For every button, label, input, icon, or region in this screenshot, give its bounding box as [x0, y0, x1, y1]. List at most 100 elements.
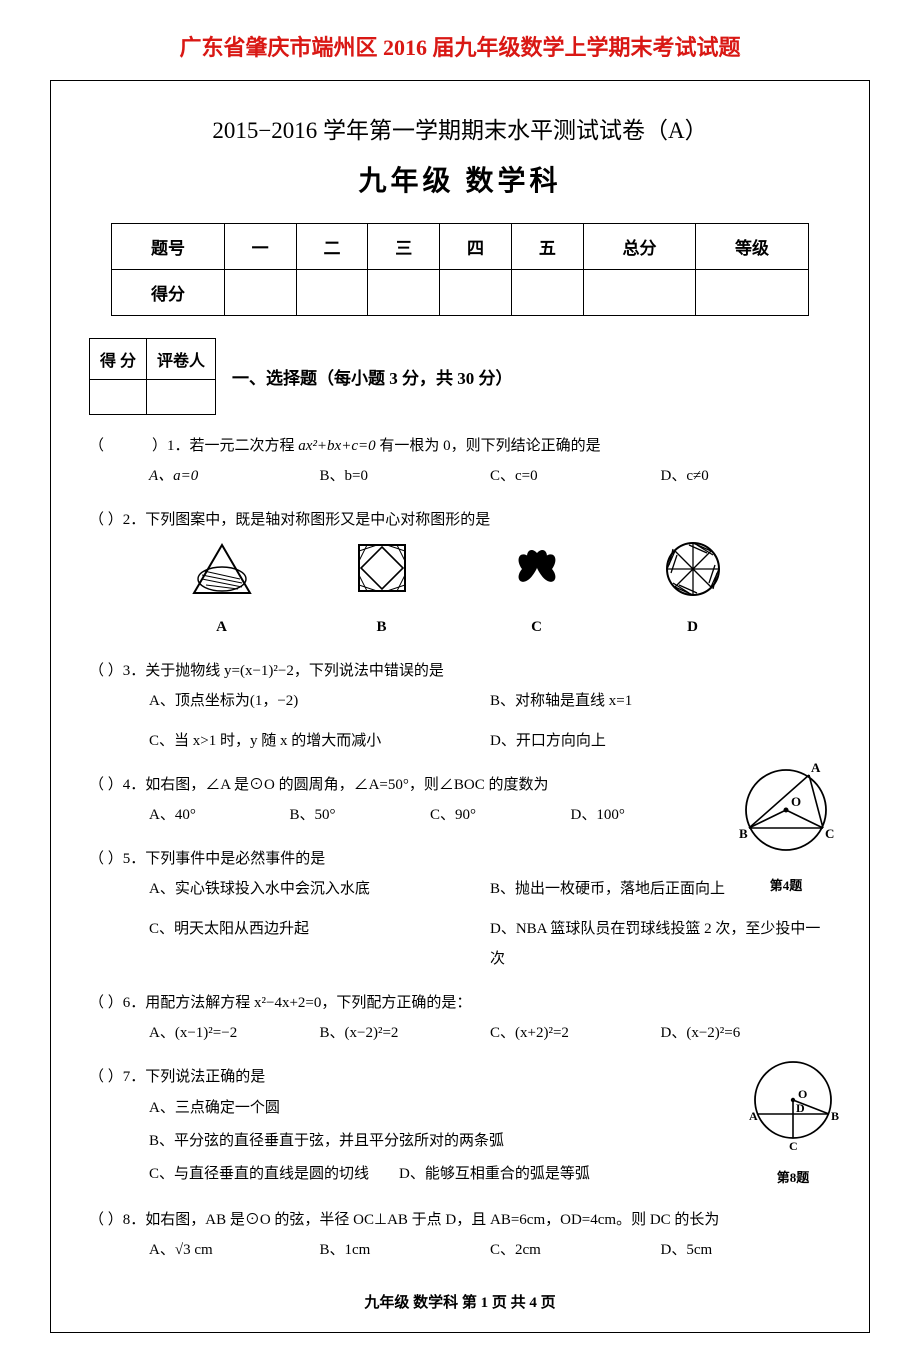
svg-text:C: C: [825, 826, 834, 841]
stem: （ ）5．下列事件中是必然事件的是: [89, 844, 831, 874]
options: A、40° B、50° C、90° D、100°: [89, 800, 831, 830]
page-title: 广东省肇庆市端州区 2016 届九年级数学上学期末考试试题: [50, 30, 870, 62]
td: [511, 270, 583, 316]
option-b: B、50°: [290, 800, 431, 830]
option-d: D、(x−2)²=6: [661, 1018, 832, 1048]
svg-text:O: O: [791, 794, 801, 809]
option-b: B、对称轴是直线 x=1: [490, 686, 831, 716]
option-c: C、90°: [430, 800, 571, 830]
svg-text:A: A: [811, 760, 821, 775]
options: A、顶点坐标为(1，−2) B、对称轴是直线 x=1 C、当 x>1 时，y 随…: [89, 686, 831, 756]
question-1: （）1．若一元二次方程 ax²+bx+c=0 有一根为 0，则下列结论正确的是 …: [89, 431, 831, 491]
options: A、√3 cm B、1cm C、2cm D、5cm: [89, 1235, 831, 1265]
th: 总分: [583, 224, 695, 270]
option-c: C、c=0: [490, 461, 661, 491]
figure-q8: O A B D C 第8题: [743, 1056, 843, 1191]
text: A、a=0: [149, 468, 198, 484]
svg-text:B: B: [831, 1109, 839, 1123]
th: 三: [368, 224, 440, 270]
figure-caption: 第8题: [743, 1165, 843, 1191]
question-7: O A B D C 第8题 （ ）7．下列说法正确的是 A、三点确定一个圆 B、…: [89, 1062, 831, 1191]
text: ）1．若一元二次方程: [152, 438, 298, 454]
shape-icon: [663, 541, 723, 597]
figure-label: D: [663, 612, 723, 642]
figure-label: B: [353, 612, 411, 642]
td: 评卷人: [147, 339, 216, 380]
figure-b: B: [353, 541, 411, 642]
shape-icon: [188, 541, 256, 597]
option-a: A、(x−1)²=−2: [149, 1018, 320, 1048]
equation: ax²+bx+c=0: [298, 438, 375, 454]
option-c: C、当 x>1 时，y 随 x 的增大而减小: [149, 726, 490, 756]
options: A、三点确定一个圆 B、平分弦的直径垂直于弦，并且平分弦所对的两条弧 C、与直径…: [89, 1092, 831, 1191]
figure-a: A: [188, 541, 256, 642]
table-row: 得分: [112, 270, 808, 316]
table-row: 题号 一 二 三 四 五 总分 等级: [112, 224, 808, 270]
stem: （ ）2．下列图案中，既是轴对称图形又是中心对称图形的是: [89, 505, 831, 535]
option-c: C、与直径垂直的直线是圆的切线: [149, 1166, 369, 1182]
option-a: A、实心铁球投入水中会沉入水底: [149, 874, 490, 904]
question-6: （ ）6．用配方法解方程 x²−4x+2=0，下列配方正确的是： A、(x−1)…: [89, 988, 831, 1048]
option-c: C、2cm: [490, 1235, 661, 1265]
section-title: 一、选择题（每小题 3 分，共 30 分）: [232, 364, 513, 389]
option-a: A、√3 cm: [149, 1235, 320, 1265]
td: [90, 380, 147, 415]
th: 四: [440, 224, 512, 270]
text: （: [89, 438, 104, 454]
option-d: D、开口方向向上: [490, 726, 831, 756]
stem: （ ）7．下列说法正确的是: [89, 1062, 831, 1092]
question-2: （ ）2．下列图案中，既是轴对称图形又是中心对称图形的是 A: [89, 505, 831, 642]
text: A、√3 cm: [149, 1242, 213, 1258]
svg-text:A: A: [749, 1109, 758, 1123]
th: 二: [296, 224, 368, 270]
stem: （ ）1．若一元二次方程 ax²+bx+c=0 有一根为 0，则下列结论正确的是: [89, 431, 831, 461]
figure-label: A: [188, 612, 256, 642]
figure-c: C: [508, 541, 566, 642]
option-d: D、5cm: [661, 1235, 832, 1265]
stem: （ ）8．如右图，AB 是⊙O 的弦，半径 OC⊥AB 于点 D，且 AB=6c…: [89, 1205, 831, 1235]
th: 等级: [696, 224, 809, 270]
section-header: 得 分 评卷人 一、选择题（每小题 3 分，共 30 分）: [89, 338, 831, 415]
option-d: D、NBA 篮球队员在罚球线投篮 2 次，至少投中一次: [490, 914, 831, 974]
option-a: A、40°: [149, 800, 290, 830]
td: [583, 270, 695, 316]
td: [368, 270, 440, 316]
svg-text:D: D: [796, 1101, 805, 1115]
question-4: A O B C 第4题 （ ）4．如右图，∠A 是⊙O 的圆周角，∠A=50°，…: [89, 770, 831, 830]
option-b: B、抛出一枚硬币，落地后正面向上: [490, 874, 831, 904]
question-5: （ ）5．下列事件中是必然事件的是 A、实心铁球投入水中会沉入水底 B、抛出一枚…: [89, 844, 831, 974]
shape-icon: [353, 541, 411, 597]
options: A、(x−1)²=−2 B、(x−2)²=2 C、(x+2)²=2 D、(x−2…: [89, 1018, 831, 1048]
option-d: D、100°: [571, 800, 712, 830]
option-cd: C、与直径垂直的直线是圆的切线 D、能够互相重合的弧是等弧: [149, 1158, 831, 1191]
option-b: B、平分弦的直径垂直于弦，并且平分弦所对的两条弧: [149, 1125, 831, 1158]
exam-frame: 2015−2016 学年第一学期期末水平测试试卷（A） 九年级 数学科 题号 一…: [50, 80, 870, 1333]
option-c: C、明天太阳从西边升起: [149, 914, 490, 974]
text: 有一根为 0，则下列结论正确的是: [376, 438, 601, 454]
option-b: B、(x−2)²=2: [320, 1018, 491, 1048]
figure-row: A B: [89, 541, 831, 642]
score-table: 题号 一 二 三 四 五 总分 等级 得分: [111, 223, 808, 316]
td: [224, 270, 296, 316]
td: [147, 380, 216, 415]
option-a: A、三点确定一个圆: [149, 1092, 831, 1125]
subject-title: 九年级 数学科: [89, 159, 831, 199]
svg-text:O: O: [798, 1087, 807, 1101]
figure-d: D: [663, 541, 723, 642]
option-b: B、b=0: [320, 461, 491, 491]
paper-title: 2015−2016 学年第一学期期末水平测试试卷（A）: [89, 111, 831, 145]
table-row: 得 分 评卷人: [90, 339, 216, 380]
th: 五: [511, 224, 583, 270]
th: 得分: [112, 270, 224, 316]
options: A、实心铁球投入水中会沉入水底 B、抛出一枚硬币，落地后正面向上 C、明天太阳从…: [89, 874, 831, 974]
option-c: C、(x+2)²=2: [490, 1018, 661, 1048]
shape-icon: [508, 541, 566, 597]
th: 一: [224, 224, 296, 270]
question-3: （ ）3．关于抛物线 y=(x−1)²−2，下列说法中错误的是 A、顶点坐标为(…: [89, 656, 831, 756]
svg-text:C: C: [789, 1139, 798, 1152]
marker-table: 得 分 评卷人: [89, 338, 216, 415]
svg-text:B: B: [739, 826, 748, 841]
td: [440, 270, 512, 316]
stem: （ ）6．用配方法解方程 x²−4x+2=0，下列配方正确的是：: [89, 988, 831, 1018]
option-d: D、能够互相重合的弧是等弧: [399, 1166, 590, 1182]
